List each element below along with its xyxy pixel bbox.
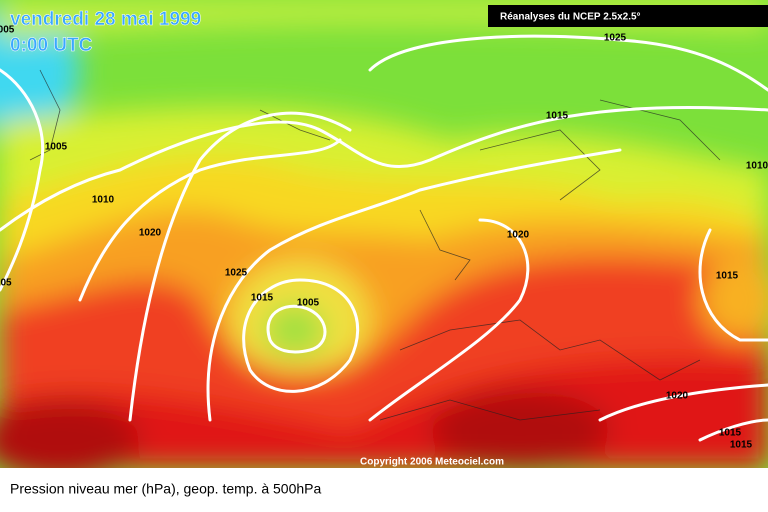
field (0, 0, 768, 468)
isobar-label: 1015 (716, 271, 739, 282)
map-time: 0:00 UTC (10, 35, 93, 56)
isobar-label: 1015 (546, 111, 569, 122)
isobar-label: 1020 (139, 228, 162, 239)
isobar-label: 1010 (746, 161, 768, 172)
isobar-label: 05 (0, 278, 12, 289)
source-label: Réanalyses du NCEP 2.5x2.5° (500, 12, 641, 23)
copyright: Copyright 2006 Meteociel.com (360, 457, 504, 468)
isobar-label: 1005 (45, 142, 68, 153)
isobar-label: 1020 (507, 230, 530, 241)
isobar-label: 1010 (92, 195, 115, 206)
map-date: vendredi 28 mai 1999 (10, 9, 201, 30)
isobar-label: 1020 (666, 391, 689, 402)
isobar-label: 1025 (604, 33, 627, 44)
caption: Pression niveau mer (hPa), geop. temp. à… (10, 481, 322, 497)
isobar-label: 1005 (297, 298, 320, 309)
isobar-label: 1025 (225, 268, 248, 279)
source-banner (488, 5, 768, 27)
isobar-label: 1015 (730, 440, 753, 451)
isobar-label: 1015 (251, 293, 274, 304)
isobar-label: 005 (0, 25, 15, 36)
isobar-label: 1015 (719, 428, 742, 439)
